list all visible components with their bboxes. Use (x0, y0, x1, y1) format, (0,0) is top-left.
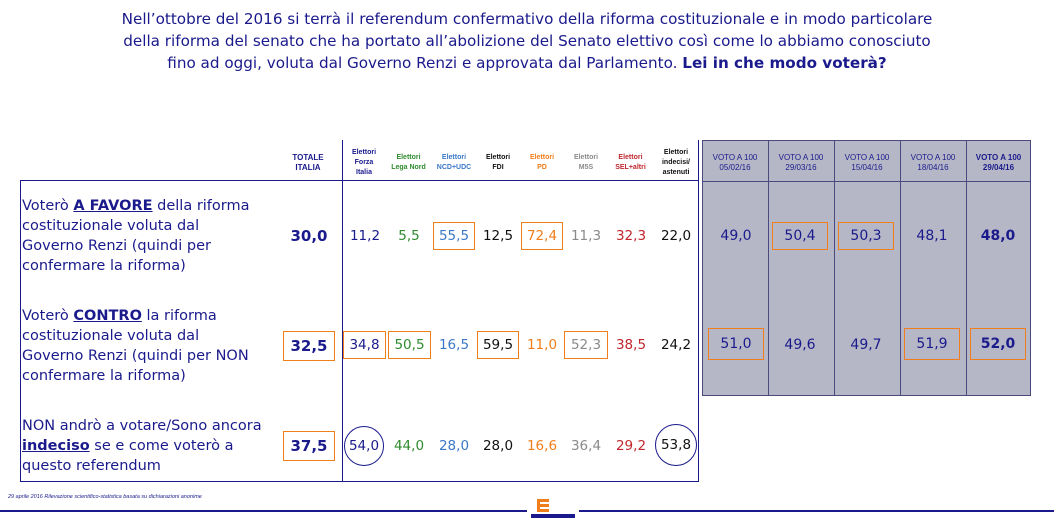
euromedia-logo (527, 497, 579, 519)
value-indecisi: 53,8 (655, 424, 697, 466)
totale-value: 32,5 (283, 331, 335, 361)
value-ncd-udc: 55,5 (433, 222, 475, 250)
logo-icon (531, 499, 575, 518)
totale-value: 37,5 (283, 431, 335, 461)
value-sel-altri: 29,2 (615, 438, 647, 454)
grid-line (20, 180, 21, 482)
value-lega-nord: 44,0 (393, 438, 425, 454)
panel-divider (768, 141, 769, 395)
voto-value-1804: 51,9 (904, 328, 960, 360)
header-voto-2904: VOTO A 100 29/04/16 (975, 153, 1022, 172)
title-line-3: fino ad oggi, voluta dal Governo Renzi e… (167, 54, 887, 72)
voto-value-1504: 49,7 (850, 337, 882, 353)
page-title: Nell’ottobre del 2016 si terrà il refere… (12, 8, 1042, 74)
value-indecisi: 22,0 (660, 228, 692, 244)
value-sel-altri: 38,5 (615, 337, 647, 353)
value-lega-nord: 5,5 (398, 228, 420, 244)
value-fdi: 28,0 (482, 438, 514, 454)
value-forza-italia: 34,8 (343, 331, 386, 359)
grid-line (20, 180, 699, 181)
header-fdi: Elettori FDI (485, 154, 511, 171)
header-voto-1504: VOTO A 100 15/04/16 (844, 153, 890, 172)
value-pd: 72,4 (521, 222, 563, 250)
header-voto-0502: VOTO A 100 05/02/16 (712, 153, 758, 172)
value-m5s: 11,3 (570, 228, 602, 244)
value-ncd-udc: 16,5 (438, 337, 470, 353)
header-m5s: Elettori M5S (573, 154, 599, 171)
value-pd: 11,0 (526, 337, 558, 353)
voto-value-1804: 48,1 (916, 228, 948, 244)
value-fdi: 59,5 (477, 331, 519, 359)
header-indecisi-astenuti: Elettori indecisi/astenuti (661, 149, 690, 176)
voto-value-2904: 48,0 (980, 228, 1016, 244)
panel-divider (703, 181, 1030, 182)
voto-value-2903: 49,6 (784, 337, 816, 353)
value-ncd-udc: 28,0 (438, 438, 470, 454)
voto-value-2904: 52,0 (970, 328, 1026, 360)
value-fdi: 12,5 (482, 228, 514, 244)
row-label-indeciso: NON andrò a votare/Sono ancora indeciso … (22, 418, 262, 474)
panel-divider (900, 141, 901, 395)
voto-value-0502: 51,0 (708, 328, 764, 360)
grid-line (342, 140, 343, 482)
voto-value-2903: 50,4 (772, 222, 828, 250)
header-voto-2903: VOTO A 100 29/03/16 (778, 153, 824, 172)
value-sel-altri: 32,3 (615, 228, 647, 244)
header-forza-italia: Elettori Forza Italia (351, 149, 377, 176)
header-voto-1804: VOTO A 100 18/04/16 (910, 153, 956, 172)
value-pd: 16,6 (526, 438, 558, 454)
header-totale-italia: TOTALE ITALIA (292, 153, 324, 172)
value-m5s: 36,4 (570, 438, 602, 454)
value-lega-nord: 50,5 (388, 331, 431, 359)
header-lega-nord: Elettori Lega Nord (391, 154, 426, 171)
title-question: Lei in che modo voterà? (682, 54, 887, 72)
title-line-1: Nell’ottobre del 2016 si terrà il refere… (121, 10, 933, 28)
totale-value: 30,0 (290, 227, 328, 245)
footnote: 29 aprile 2016 Rilevazione scientifico-s… (8, 494, 202, 500)
voto-a-100-panel (702, 140, 1031, 396)
header-sel-altri: Elettori SEL+altri (615, 154, 646, 171)
panel-divider (966, 141, 967, 395)
title-line-2: della riforma del senato che ha portato … (123, 32, 931, 50)
grid-line (698, 140, 699, 482)
value-m5s: 52,3 (564, 331, 608, 359)
voto-value-1504: 50,3 (838, 222, 894, 250)
grid-line (20, 481, 699, 482)
panel-divider (834, 141, 835, 395)
voto-value-0502: 49,0 (720, 228, 752, 244)
row-label-a-favore: Voterò A FAVORE della riforma costituzio… (22, 198, 250, 274)
value-indecisi: 24,2 (660, 337, 692, 353)
header-pd: Elettori PD (529, 154, 555, 171)
value-forza-italia: 54,0 (344, 426, 384, 466)
row-label-contro: Voterò CONTRO la riforma costituzionale … (22, 308, 249, 384)
header-ncd-udc: Elettori NCD+UDC (436, 154, 472, 171)
value-forza-italia: 11,2 (349, 228, 381, 244)
